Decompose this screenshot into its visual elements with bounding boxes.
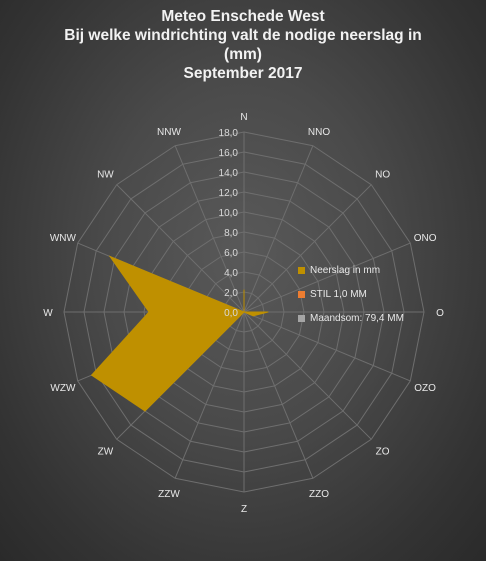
data-point-ozo (252, 315, 254, 317)
tick-label: 0,0 (224, 308, 238, 319)
legend: Neerslag in mm STIL 1,0 MM Maandsom: 79,… (298, 264, 404, 336)
category-label-nnw: NNW (157, 127, 181, 138)
legend-label-stil: STIL 1,0 MM (310, 288, 367, 300)
chart-title: Meteo Enschede West Bij welke windrichti… (0, 7, 486, 83)
spoke-ono (243, 242, 411, 313)
category-label-zzw: ZZW (158, 489, 180, 500)
tick-label: 6,0 (224, 248, 238, 259)
tick-label: 8,0 (224, 228, 238, 239)
legend-item-stil: STIL 1,0 MM (298, 288, 404, 300)
category-label-ozo: OZO (414, 383, 436, 394)
tick-label: 14,0 (219, 168, 239, 179)
chart-title-line-3: (mm) (224, 46, 262, 63)
tick-label: 12,0 (219, 188, 239, 199)
category-label-nno: NNO (308, 127, 330, 138)
spoke-zo (243, 311, 372, 440)
tick-label: 16,0 (219, 148, 239, 159)
category-label-z: Z (241, 504, 247, 515)
series-area-neerslag-in-mm (90, 255, 269, 412)
data-point-n (243, 289, 245, 291)
legend-label-maandsom: Maandsom: 79,4 MM (310, 312, 404, 324)
category-label-wzw: WZW (50, 383, 76, 394)
data-point-w (148, 311, 150, 313)
legend-label-neerslag: Neerslag in mm (310, 264, 381, 276)
category-label-wnw: WNW (50, 233, 77, 244)
data-point-wzw (91, 374, 93, 376)
radar-category-labels: N NNO NO ONO O OZO ZO ZZO Z ZZW ZW WZW W WNW NW NNW (43, 112, 444, 515)
spoke-no (243, 184, 372, 313)
tick-label: 10,0 (219, 208, 239, 219)
spoke-nw (116, 184, 245, 313)
spoke-zzw (174, 311, 245, 479)
chart-title-line-1: Meteo Enschede West (161, 8, 325, 25)
category-label-nw: NW (97, 169, 114, 180)
category-label-o: O (436, 308, 444, 319)
radar-series (90, 255, 269, 412)
data-point-wnw (109, 256, 111, 257)
category-label-no: NO (375, 169, 390, 180)
legend-swatch-maandsom (298, 314, 305, 322)
legend-swatch-neerslag (298, 266, 305, 274)
legend-swatch-stil (298, 290, 305, 298)
category-label-zo: ZO (376, 447, 390, 458)
category-label-ono: ONO (414, 233, 437, 244)
category-label-n: N (240, 112, 247, 123)
spoke-zzo (243, 311, 314, 479)
spoke-nno (243, 145, 314, 313)
chart-title-line-4: September 2017 (183, 65, 303, 82)
category-label-zzo: ZZO (309, 489, 329, 500)
tick-label: 4,0 (224, 268, 238, 279)
data-point-o (267, 311, 269, 313)
data-point-zw (144, 410, 146, 412)
legend-item-maandsom: Maandsom: 79,4 MM (298, 312, 404, 324)
tick-label: 18,0 (219, 128, 239, 139)
data-point-nnw (243, 311, 245, 313)
category-label-w: W (43, 308, 53, 319)
spoke-ozo (243, 311, 411, 382)
spoke-nnw (174, 145, 245, 313)
tick-label: 2,0 (224, 288, 238, 299)
category-label-zw: ZW (98, 447, 114, 458)
legend-item-neerslag: Neerslag in mm (298, 264, 404, 276)
radar-tick-labels: 0,0 2,0 4,0 6,0 8,0 10,0 12,0 14,0 16,0 18,0 (219, 128, 239, 319)
chart-title-line-2: Bij welke windrichting valt de nodige ne… (64, 27, 422, 44)
